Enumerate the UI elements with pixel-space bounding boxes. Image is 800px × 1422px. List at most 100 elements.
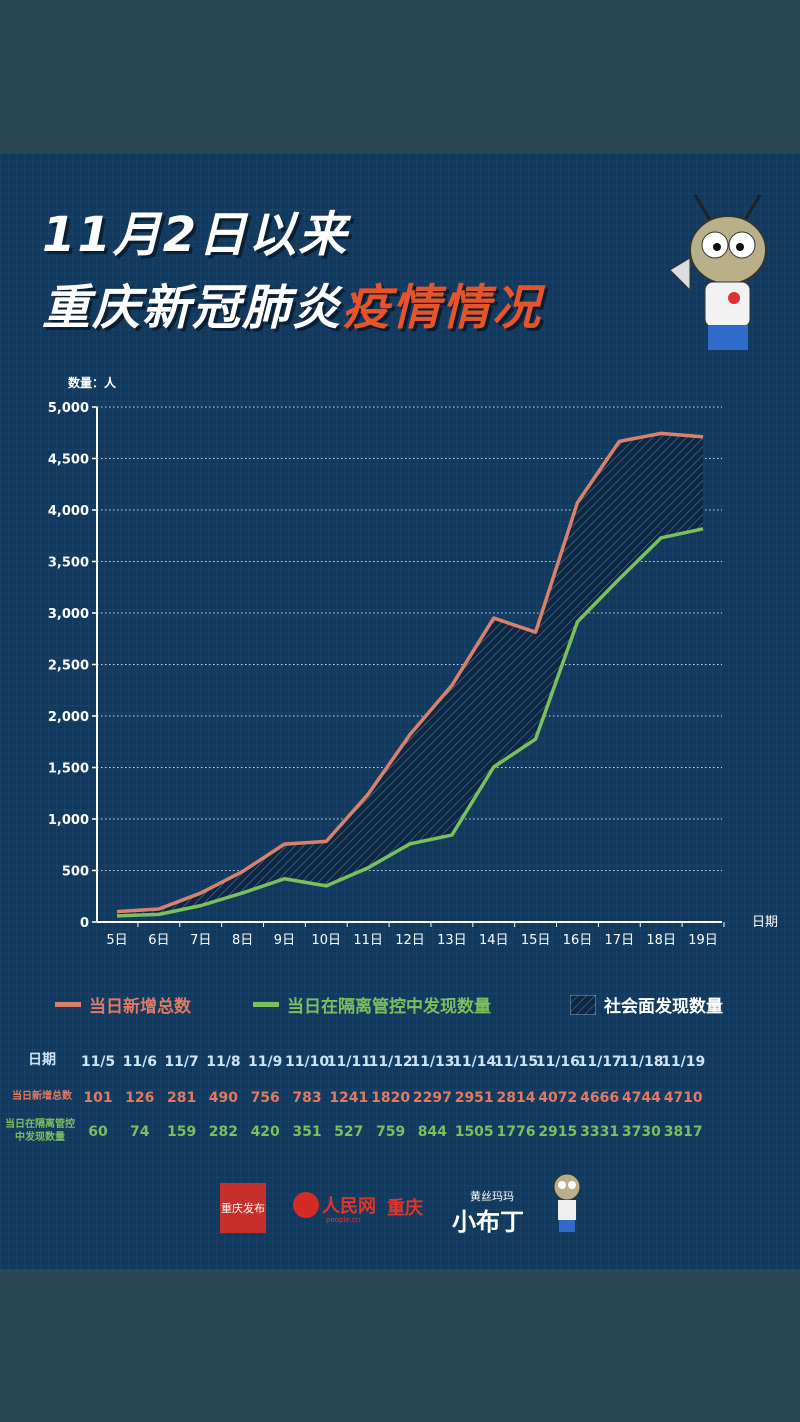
quarantine-cell: 282	[208, 1124, 238, 1140]
people-logo-sub: people.cn	[326, 1216, 361, 1224]
cq-release-logo: 重庆发布	[220, 1183, 266, 1233]
total-cell: 4710	[663, 1090, 703, 1106]
y-tick-label: 5,000	[48, 401, 89, 416]
quarantine-cell: 3730	[621, 1124, 661, 1140]
date-cell: 11/19	[661, 1054, 706, 1070]
legend-label: 当日新增总数	[89, 997, 191, 1017]
date-cell: 11/9	[248, 1054, 283, 1070]
total-cell: 756	[250, 1090, 280, 1106]
total-cell: 126	[125, 1090, 155, 1106]
y-tick-label: 1,500	[48, 762, 89, 777]
total-cell: 2814	[496, 1090, 536, 1106]
x-tick-label: 10日	[312, 933, 342, 948]
date-cell: 11/14	[452, 1054, 497, 1070]
line-area-chart: 0 500 1,000 1,500 2,000 2,500 3,000 3,500 4,000 4…	[48, 375, 778, 948]
legend-total: 当日新增总数	[55, 992, 191, 1017]
legend-swatch	[253, 1002, 279, 1007]
mascot-small-icon	[553, 1173, 581, 1232]
y-tick-label: 0	[80, 916, 89, 931]
date-cell: 11/5	[80, 1054, 116, 1070]
date-cell: 11/15	[494, 1054, 539, 1070]
people-logo-text: 人民网	[322, 1196, 376, 1217]
title-part-b: 疫情情况	[342, 280, 543, 336]
y-tick-label: 4,000	[48, 504, 89, 519]
date-cell: 11/12	[368, 1054, 413, 1070]
community-area	[117, 433, 704, 916]
y-tick-label: 2,000	[48, 710, 89, 725]
title-line-1: 11月2日以来	[42, 207, 349, 263]
x-tick-label: 17日	[605, 933, 635, 948]
quarantine-cell: 3817	[663, 1124, 703, 1140]
date-cell: 11/10	[285, 1054, 330, 1070]
hatch-swatch-icon	[570, 994, 596, 1015]
table-row-dates: 日期 11/5 11/6 11/7 11/8 11/9 11/10 11/11 11/12 11/…	[0, 1052, 800, 1082]
total-cell: 101	[83, 1090, 113, 1106]
date-cell: 11/13	[410, 1054, 455, 1070]
quarantine-cell: 2915	[538, 1124, 578, 1140]
table-row-quarantine: 当日在隔离管控中发现数量 60 74 159 282 420 351 527 759 844 150…	[0, 1119, 800, 1152]
quarantine-cell: 3331	[580, 1124, 620, 1140]
legend-label: 社会面发现数量	[604, 997, 723, 1017]
row-label: 当日新增总数	[12, 1091, 72, 1102]
y-tick-label: 2,500	[48, 659, 89, 674]
total-cell: 4744	[621, 1090, 661, 1106]
total-cell: 4666	[580, 1090, 620, 1106]
x-tick-label: 5日	[106, 933, 127, 948]
total-cell: 1241	[329, 1090, 369, 1106]
quarantine-cell: 759	[375, 1124, 406, 1140]
y-tick-label: 1,000	[48, 813, 89, 828]
title-line-2: 重庆新冠肺炎疫情情况	[42, 268, 542, 338]
table-row-total: 当日新增总数 101 126 281 490 756 783 1241 1820 2297 2951…	[0, 1088, 800, 1118]
legend-label: 当日在隔离管控中发现数量	[287, 997, 491, 1017]
y-tick-label: 3,500	[48, 556, 89, 571]
x-tick-label: 16日	[563, 933, 593, 948]
x-tick-label: 14日	[479, 933, 509, 948]
x-tick-label: 19日	[688, 933, 718, 948]
total-cell: 4072	[538, 1090, 578, 1106]
quarantine-cell: 420	[250, 1124, 280, 1140]
xiaobuding-logo: 小布丁	[452, 1208, 524, 1236]
x-tick-label: 8日	[232, 933, 253, 948]
total-cell: 281	[166, 1090, 197, 1106]
total-cell: 783	[292, 1090, 322, 1106]
y-axis-label: 数量：人	[68, 375, 117, 390]
date-cell: 11/16	[535, 1054, 580, 1070]
x-tick-label: 6日	[148, 933, 169, 948]
total-cell: 2951	[454, 1090, 494, 1106]
x-tick-label: 12日	[395, 933, 425, 948]
people-city-text: 重庆	[387, 1198, 423, 1219]
quarantine-cell: 1505	[454, 1124, 494, 1140]
title-part-a: 重庆新冠肺炎	[42, 280, 343, 336]
x-tick-label: 9日	[274, 933, 295, 948]
legend-swatch	[55, 1002, 81, 1007]
total-cell: 490	[208, 1090, 238, 1106]
quarantine-cell: 60	[88, 1124, 108, 1140]
date-cell: 11/8	[206, 1054, 241, 1070]
quarantine-cell: 844	[417, 1124, 447, 1140]
footer-logos: 重庆发布 人民网 people.cn 重庆 黄丝玛玛 小布丁	[0, 1173, 800, 1240]
x-tick-label: 7日	[190, 933, 211, 948]
date-cell: 11/7	[164, 1054, 199, 1070]
mascot-icon	[670, 194, 767, 350]
people-logo-icon	[293, 1192, 319, 1218]
legend-quarantine: 当日在隔离管控中发现数量	[253, 992, 491, 1017]
infographic-panel	[0, 153, 800, 1269]
y-tick-label: 4,500	[48, 453, 89, 468]
legend-community: 社会面发现数量	[570, 992, 723, 1017]
row-label: 当日在隔离管控中发现数量	[5, 1119, 75, 1143]
x-tick-label: 13日	[437, 933, 467, 948]
total-cell: 2297	[412, 1090, 452, 1106]
date-cell: 11/17	[577, 1054, 622, 1070]
quarantine-cell: 74	[130, 1124, 150, 1140]
total-cell: 1820	[371, 1090, 411, 1106]
y-tick-label: 500	[62, 865, 89, 880]
date-cell: 11/18	[619, 1054, 664, 1070]
quarantine-cell: 351	[292, 1124, 322, 1140]
date-cell: 11/6	[122, 1054, 157, 1070]
date-cell: 11/11	[326, 1054, 371, 1070]
x-tick-label: 15日	[521, 933, 551, 948]
y-tick-label: 3,000	[48, 607, 89, 622]
quarantine-cell: 1776	[496, 1124, 536, 1140]
x-tick-label: 11日	[353, 933, 383, 948]
x-axis-label: 日期	[752, 915, 778, 930]
